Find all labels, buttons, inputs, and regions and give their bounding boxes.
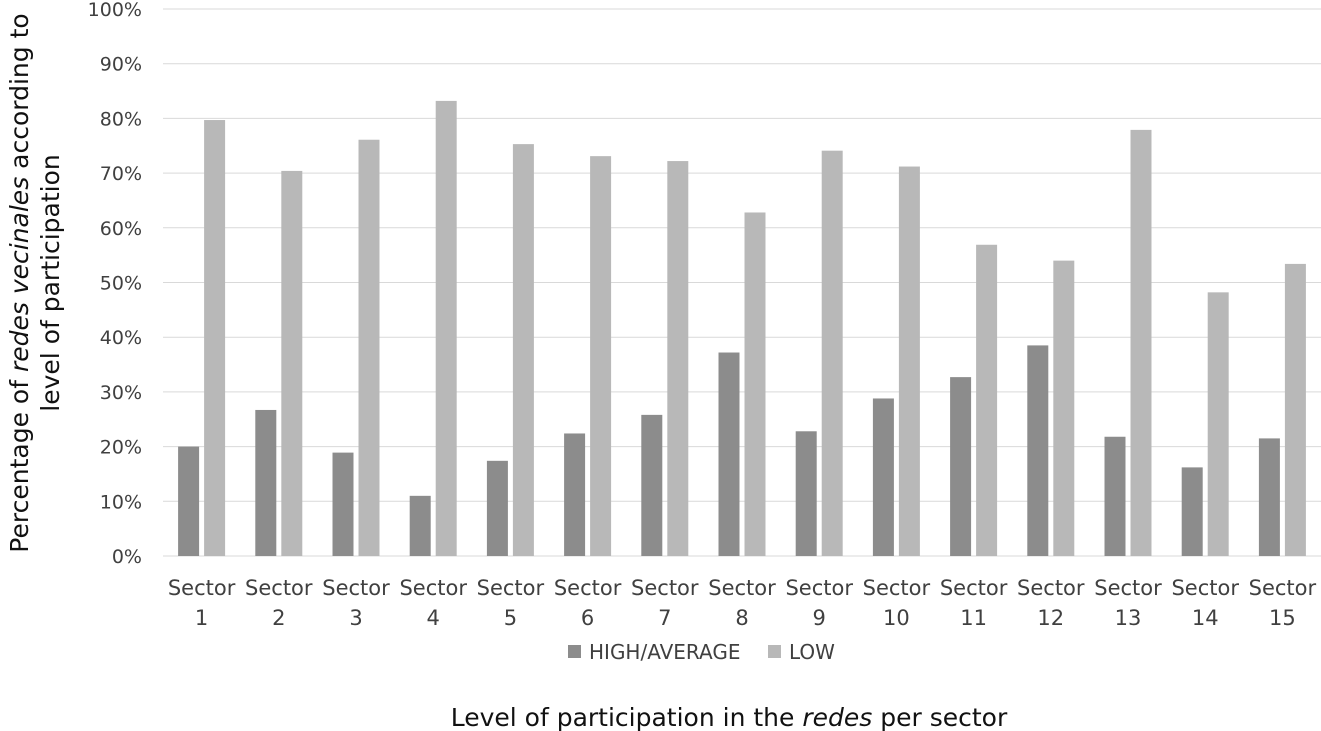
bar-low-sector-1 <box>204 120 226 556</box>
legend-swatch <box>568 645 581 658</box>
bar-low-sector-14 <box>1207 292 1229 556</box>
bar-low-sector-8 <box>744 212 766 556</box>
x-tick-label: Sector 6 <box>554 576 622 630</box>
x-tick-label: Sector 5 <box>477 576 545 630</box>
bar-low-sector-10 <box>898 166 920 556</box>
bar-high-average-sector-8 <box>718 352 740 556</box>
y-tick-label: 60% <box>100 218 142 240</box>
x-axis-title: Level of participation in the redes per … <box>451 703 1008 731</box>
bar-low-sector-2 <box>281 170 303 557</box>
x-tick-label: Sector 10 <box>863 576 931 630</box>
legend-swatch <box>768 645 781 658</box>
bar-low-sector-13 <box>1130 129 1152 556</box>
bar-high-average-sector-13 <box>1104 436 1126 556</box>
x-tick-label: Sector 1 <box>168 576 236 630</box>
bar-high-average-sector-6 <box>564 433 586 556</box>
x-tick-label: Sector 8 <box>708 576 776 630</box>
bar-high-average-sector-12 <box>1027 345 1049 556</box>
bar-high-average-sector-4 <box>409 495 431 556</box>
x-tick-label: Sector 14 <box>1171 576 1239 630</box>
y-tick-label: 70% <box>100 163 142 185</box>
bar-low-sector-9 <box>821 150 843 556</box>
bar-high-average-sector-10 <box>872 398 894 556</box>
legend: HIGH/AVERAGE LOW <box>568 640 835 664</box>
x-tick-label: Sector 15 <box>1249 576 1317 630</box>
gridlines <box>163 8 1321 557</box>
bar-high-average-sector-14 <box>1181 467 1203 556</box>
x-tick-label: Sector 3 <box>322 576 390 630</box>
y-tick-label: 40% <box>100 327 142 349</box>
y-tick-label: 10% <box>100 491 142 513</box>
y-tick-label: 30% <box>100 382 142 404</box>
bar-low-sector-4 <box>435 100 457 556</box>
bar-low-sector-3 <box>358 139 380 556</box>
bar-high-average-sector-1 <box>178 446 200 556</box>
bar-high-average-sector-11 <box>950 377 972 556</box>
bar-high-average-sector-5 <box>486 460 508 556</box>
bar-high-average-sector-7 <box>641 414 663 556</box>
x-tick-label: Sector 13 <box>1094 576 1162 630</box>
bar-low-sector-12 <box>1053 260 1075 556</box>
y-tick-label: 0% <box>112 546 142 568</box>
legend-label: LOW <box>789 640 835 664</box>
y-tick-label: 20% <box>100 437 142 459</box>
bar-low-sector-11 <box>976 244 998 556</box>
bar-low-sector-15 <box>1284 263 1306 556</box>
y-tick-label: 100% <box>88 0 142 21</box>
x-tick-label: Sector 9 <box>785 576 853 630</box>
y-tick-label: 80% <box>100 108 142 130</box>
y-tick-label: 50% <box>100 273 142 295</box>
bars <box>178 100 1306 557</box>
x-tick-label: Sector 2 <box>245 576 313 630</box>
bar-low-sector-7 <box>667 161 689 557</box>
bar-high-average-sector-15 <box>1258 438 1280 556</box>
y-axis-title: Percentage of redes vecinales according … <box>5 13 65 552</box>
x-tick-label: Sector 7 <box>631 576 699 630</box>
x-tick-label: Sector 11 <box>940 576 1008 630</box>
bar-low-sector-6 <box>590 156 612 556</box>
bar-high-average-sector-2 <box>255 409 277 556</box>
bar-high-average-sector-9 <box>795 431 817 556</box>
y-tick-label: 90% <box>100 54 142 76</box>
bar-low-sector-5 <box>512 144 534 556</box>
legend-label: HIGH/AVERAGE <box>589 640 740 664</box>
bar-high-average-sector-3 <box>332 452 354 556</box>
x-tick-label: Sector 12 <box>1017 576 1085 630</box>
y-axis-tick-labels: 0% 10% 20% 30% 40% 50% 60% 70% 80% 90% 100% <box>88 0 142 568</box>
x-tick-label: Sector 4 <box>399 576 467 630</box>
